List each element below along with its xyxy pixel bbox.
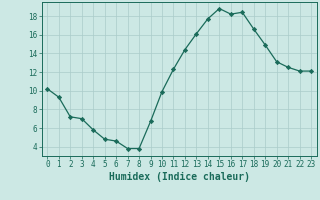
X-axis label: Humidex (Indice chaleur): Humidex (Indice chaleur) <box>109 172 250 182</box>
